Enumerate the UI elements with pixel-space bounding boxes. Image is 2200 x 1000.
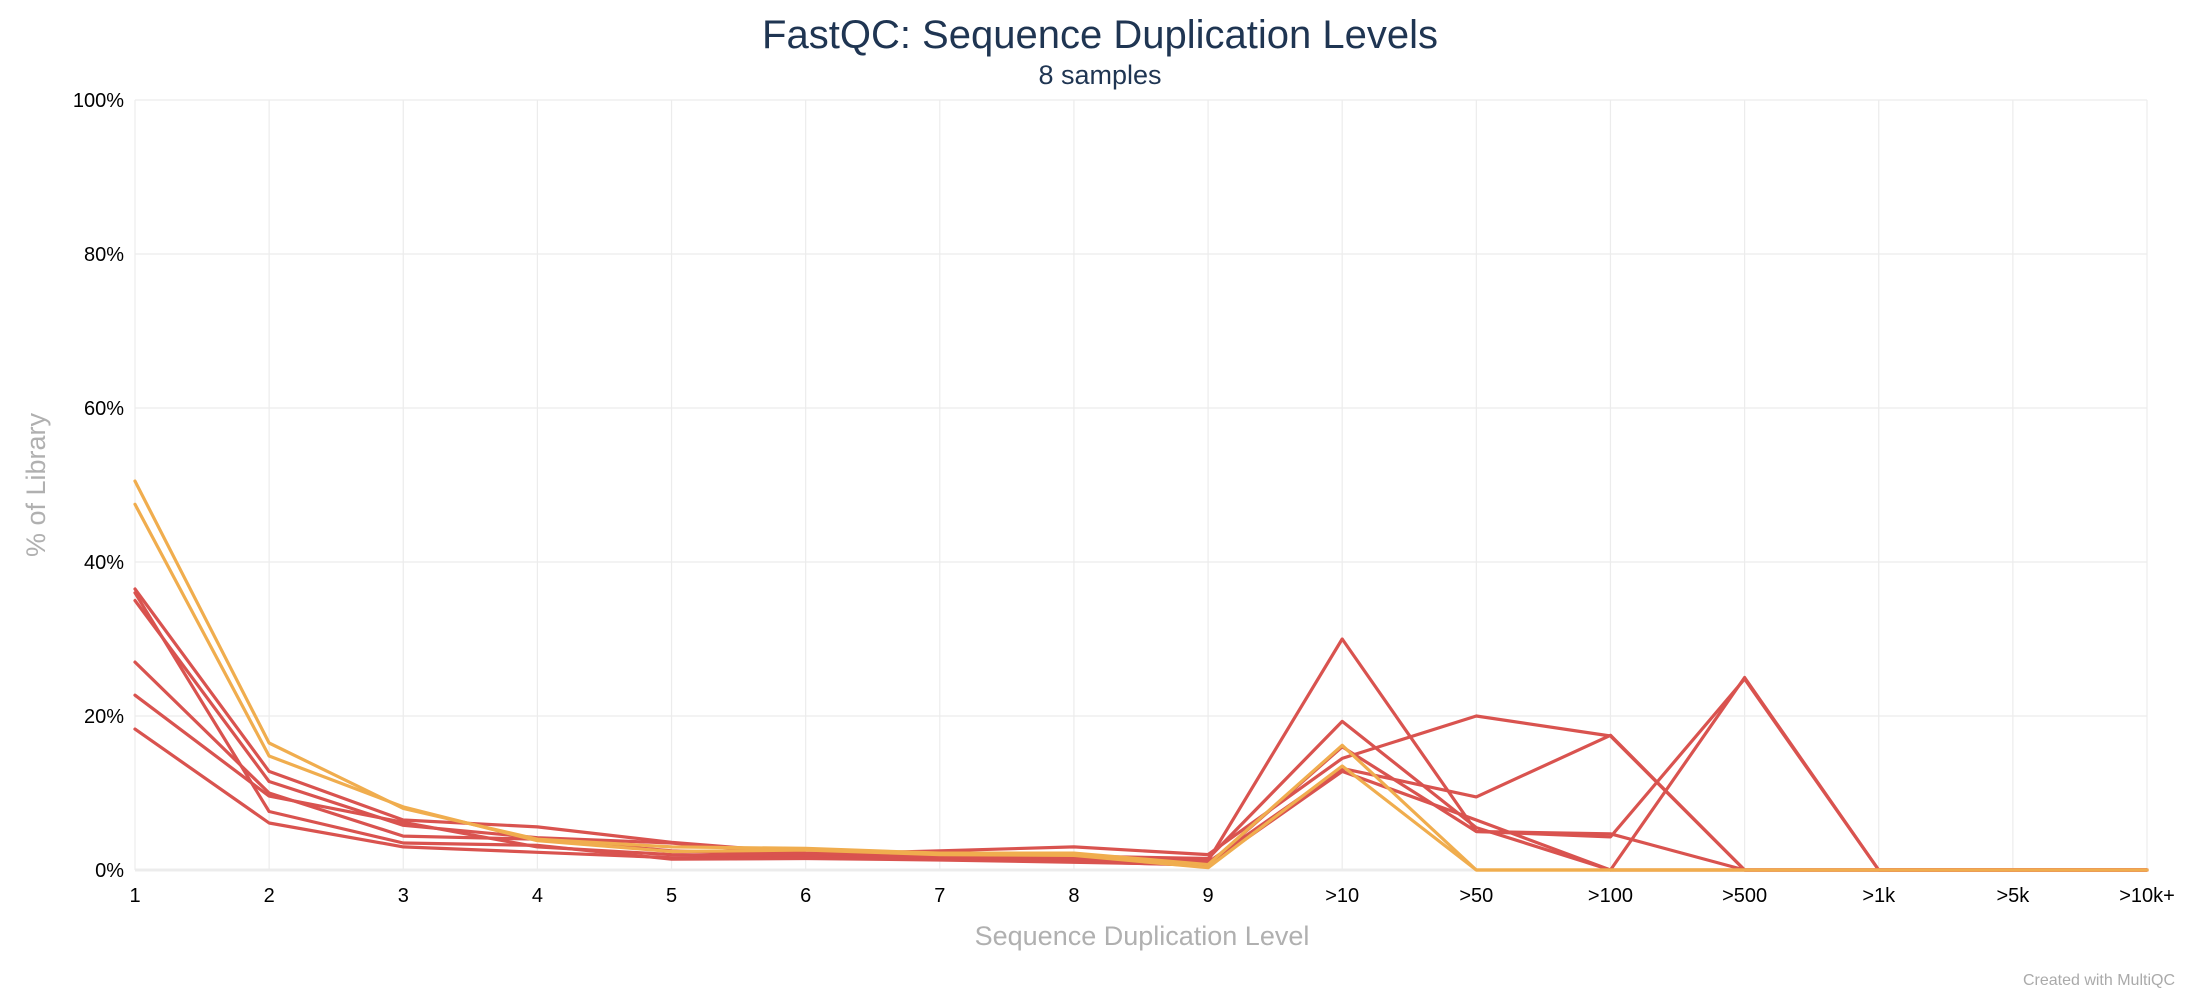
series-line-5[interactable]: [133, 675, 2149, 872]
y-tick-label: 40%: [84, 552, 124, 574]
x-tick-label: >100: [1588, 885, 1633, 907]
x-tick-label: 5: [666, 885, 677, 907]
x-axis-ticks: 1 2 3 4 5 6 7 8 9 >10 >50 >100 >500 >1k >5k >10k+: [129, 885, 2174, 907]
x-tick-label: >50: [1459, 885, 1493, 907]
y-tick-label: 60%: [84, 398, 124, 420]
x-tick-label: 3: [398, 885, 409, 907]
y-tick-label: 0%: [95, 860, 124, 882]
chart-subtitle: 8 samples: [1038, 60, 1161, 90]
series-lines: [133, 479, 2149, 872]
x-tick-label: 4: [532, 885, 543, 907]
credit-text: Created with MultiQC: [2023, 972, 2175, 989]
series-line-3[interactable]: [133, 660, 2149, 872]
x-tick-label: 8: [1068, 885, 1079, 907]
y-tick-label: 80%: [84, 244, 124, 266]
series-line-6[interactable]: [133, 591, 2149, 872]
y-tick-label: 100%: [73, 90, 124, 112]
x-tick-label: >10k+: [2119, 885, 2175, 907]
x-axis-label: Sequence Duplication Level: [975, 921, 1310, 951]
series-line-8[interactable]: [133, 502, 2149, 872]
x-tick-label: 6: [800, 885, 811, 907]
x-tick-label: >500: [1722, 885, 1767, 907]
grid: [134, 99, 2148, 872]
x-tick-label: 1: [129, 885, 140, 907]
x-tick-label: >10: [1325, 885, 1359, 907]
series-line-7[interactable]: [133, 479, 2149, 872]
y-axis-ticks: 0% 20% 40% 60% 80% 100%: [73, 90, 124, 882]
x-tick-label: 2: [264, 885, 275, 907]
x-tick-label: >5k: [1996, 885, 2030, 907]
x-tick-label: 7: [934, 885, 945, 907]
x-tick-label: >1k: [1862, 885, 1896, 907]
x-tick-label: 9: [1203, 885, 1214, 907]
y-tick-label: 20%: [84, 706, 124, 728]
y-axis-label: % of Library: [21, 412, 51, 557]
chart-title: FastQC: Sequence Duplication Levels: [762, 13, 1438, 57]
